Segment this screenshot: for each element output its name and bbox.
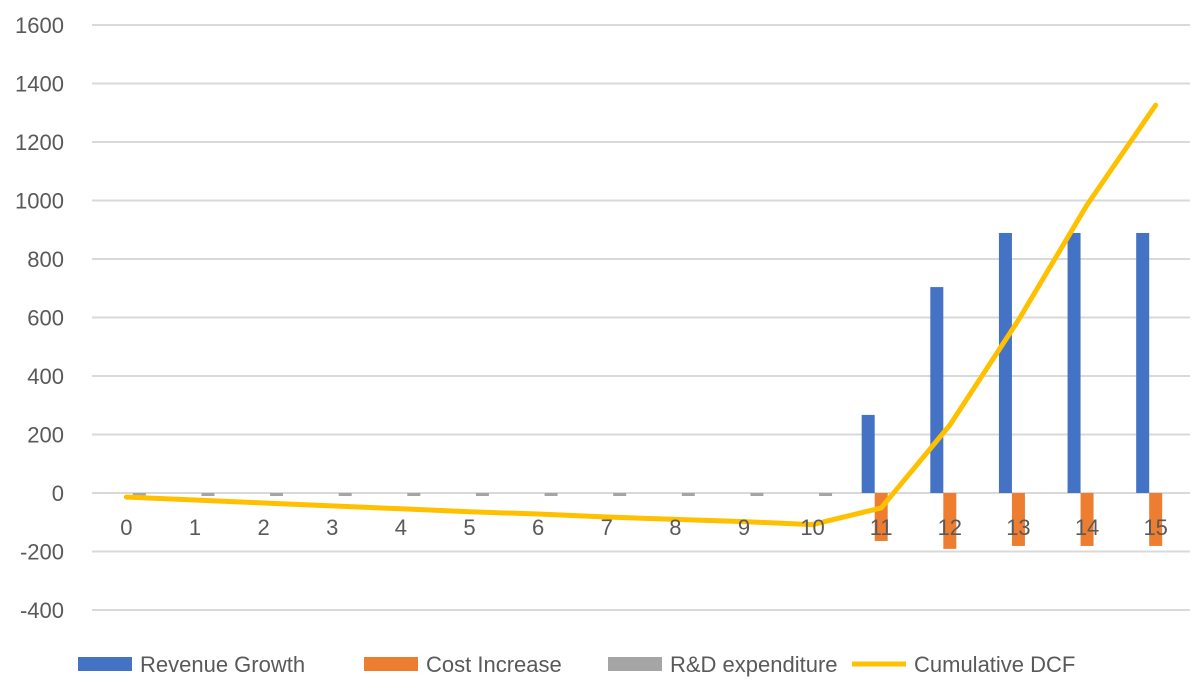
x-tick-label: 14 [1075, 515, 1099, 540]
y-tick-label: 600 [27, 306, 64, 331]
bar-cost-increase [1011, 493, 1025, 546]
bar-r-d-expenditure [475, 493, 489, 496]
bar-cost-increase [1149, 493, 1163, 546]
y-tick-label: 1600 [15, 13, 64, 38]
y-tick-label: 800 [27, 247, 64, 272]
x-tick-label: 0 [120, 515, 132, 540]
bar-r-d-expenditure [750, 493, 764, 496]
x-axis-ticks: 0 1 2 3 4 5 6 7 8 9 10 11 12 13 14 15 [120, 515, 1168, 540]
x-tick-label: 13 [1006, 515, 1030, 540]
x-tick-label: 11 [870, 515, 893, 540]
legend-label: Revenue Growth [140, 652, 305, 677]
x-tick-label: 12 [938, 515, 962, 540]
bar-revenue-growth [861, 414, 875, 493]
x-tick-label: 5 [463, 515, 475, 540]
bar-revenue-growth [1136, 232, 1150, 493]
bar-revenue-growth [998, 232, 1012, 493]
y-tick-label: 1400 [15, 72, 64, 97]
x-tick-label: 15 [1143, 515, 1167, 540]
legend-label: R&D expenditure [670, 652, 838, 677]
x-tick-label: 4 [395, 515, 407, 540]
bar-r-d-expenditure [270, 493, 284, 496]
bar-r-d-expenditure [613, 493, 627, 496]
y-tick-label: 400 [27, 364, 64, 389]
bar-revenue-growth [930, 287, 944, 493]
y-tick-label: 1200 [15, 130, 64, 155]
line-cumulative-dcf [123, 102, 1159, 528]
legend-swatch [364, 657, 418, 671]
bar-cost-increase [1080, 493, 1094, 546]
x-tick-label: 9 [738, 515, 750, 540]
x-tick-label: 1 [189, 515, 201, 540]
x-tick-label: 7 [601, 515, 613, 540]
x-tick-label: 6 [532, 515, 544, 540]
bar-r-d-expenditure [338, 493, 352, 496]
bar-r-d-expenditure [201, 493, 215, 496]
legend-swatch [608, 657, 662, 671]
bar-r-d-expenditure [819, 493, 833, 496]
bar-r-d-expenditure [681, 493, 695, 496]
bar-cost-increase [943, 493, 957, 549]
line-series [123, 102, 1159, 528]
bar-revenue-growth [1067, 232, 1081, 493]
legend-swatch [78, 657, 132, 671]
y-tick-label: 1000 [15, 189, 64, 214]
x-tick-label: 3 [326, 515, 338, 540]
y-axis-ticks: -400 -200 0 200 400 600 800 1000 1200 1400 1600 [15, 13, 64, 623]
x-tick-label: 2 [257, 515, 269, 540]
bar-r-d-expenditure [544, 493, 558, 496]
y-tick-label: 0 [52, 481, 64, 506]
legend-label: Cumulative DCF [914, 652, 1075, 677]
legend-label: Cost Increase [426, 652, 562, 677]
legend: Revenue Growth Cost Increase R&D expenditu… [78, 652, 1075, 677]
y-tick-label: -200 [20, 540, 64, 565]
y-tick-label: -400 [20, 598, 64, 623]
bar-r-d-expenditure [132, 493, 146, 496]
bar-r-d-expenditure [407, 493, 421, 496]
y-tick-label: 200 [27, 423, 64, 448]
x-tick-label: 8 [669, 515, 681, 540]
x-tick-label: 10 [800, 515, 824, 540]
